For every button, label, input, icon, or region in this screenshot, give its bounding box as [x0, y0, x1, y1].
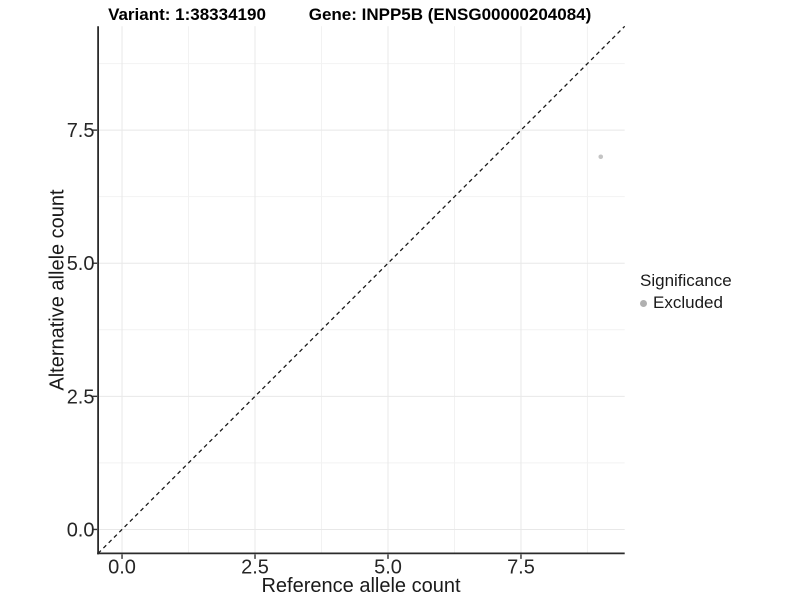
x-tick-label: 2.5	[241, 557, 269, 579]
excluded-point-icon	[640, 299, 647, 307]
legend-item: Excluded	[640, 293, 732, 313]
variant-title: Variant: 1:38334190	[108, 5, 266, 24]
y-tick-label: 2.5	[67, 386, 95, 408]
legend-title: Significance	[640, 271, 732, 290]
gene-title: Gene: INPP5B (ENSG00000204084)	[308, 5, 592, 24]
legend-item-label: Excluded	[653, 293, 723, 312]
legend: Significance Excluded	[640, 271, 732, 313]
y-axis-title: Alternative allele count	[46, 189, 69, 391]
x-tick-label: 5.0	[374, 557, 402, 579]
x-tick-label: 7.5	[507, 557, 535, 579]
x-axis-title: Reference allele count	[261, 575, 461, 597]
data-point	[598, 154, 604, 160]
y-tick-label: 7.5	[67, 120, 95, 142]
identity-line	[97, 25, 626, 554]
y-tick-label: 0.0	[67, 519, 95, 541]
x-tick-label: 0.0	[108, 557, 136, 579]
y-tick-label: 5.0	[67, 253, 95, 275]
